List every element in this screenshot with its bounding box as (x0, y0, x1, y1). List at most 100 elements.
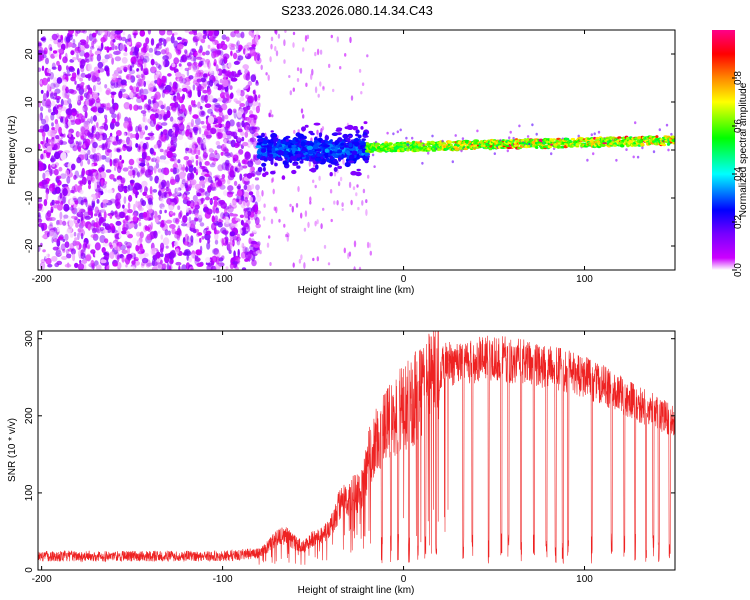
spectrogram-y-tick-label: 20 (24, 48, 35, 60)
spectrogram-cell (48, 43, 53, 51)
spectrogram-cell (87, 84, 91, 91)
spectrogram-cell (408, 142, 413, 145)
snr-y-tick-label: 100 (24, 484, 35, 501)
spectrogram-cell (195, 117, 201, 126)
spectrogram-cell (128, 194, 133, 202)
spectrogram-cell (262, 166, 266, 172)
spectrogram-cell (171, 241, 175, 248)
spectrogram-cell (136, 105, 140, 110)
spectrogram-cell (360, 91, 363, 95)
spectrogram-cell (170, 35, 175, 44)
spectrogram-cell (153, 230, 158, 239)
spectrogram-cell (289, 203, 292, 207)
spectrogram-cell (122, 31, 126, 36)
spectrogram-cell (76, 207, 82, 214)
spectrogram-cell (344, 161, 351, 168)
spectrogram-x-ticks: -200 -100 0 100 (32, 30, 593, 285)
spectrogram-cell (333, 200, 336, 205)
spectrogram-cell (358, 68, 362, 73)
spectrogram-cell (81, 167, 86, 177)
spectrogram-cell (215, 140, 221, 146)
spectrogram-cell (94, 82, 98, 92)
spectrogram-cell (316, 148, 322, 152)
spectrogram-cell (42, 249, 46, 253)
spectrogram-cell (245, 251, 252, 260)
spectrogram-cell (255, 30, 259, 36)
spectrogram-cell (139, 247, 144, 252)
spectrogram-cell (122, 204, 125, 209)
spectrogram-cell (468, 140, 472, 143)
spectrogram-cell (147, 98, 152, 105)
spectrogram-cell (278, 218, 281, 223)
spectrogram-cell (153, 93, 158, 101)
spectrogram-cell (190, 171, 194, 179)
spectrogram-cell (42, 124, 50, 133)
spectrogram-cell (71, 163, 76, 170)
spectrogram-cell (92, 106, 98, 113)
spectrogram-cell (652, 150, 656, 154)
spectrogram-cell (337, 181, 341, 187)
snr-x-tick-label: 100 (576, 574, 593, 585)
spectrogram-cell (92, 124, 96, 131)
spectrogram-cell (509, 130, 512, 134)
spectrogram-cell (193, 55, 197, 63)
spectrogram-cell (63, 100, 69, 106)
spectrogram-cell (123, 65, 130, 70)
spectrogram-cell (38, 162, 44, 172)
spectrogram-cell (221, 103, 228, 111)
spectrogram-cell (393, 143, 397, 147)
spectrogram-cell (148, 208, 153, 214)
spectrogram-cell (194, 257, 201, 262)
spectrogram-cell (564, 137, 570, 141)
spectrogram-cell (111, 120, 117, 124)
spectrogram-cell (198, 127, 202, 135)
spectrogram-cell (248, 191, 254, 196)
spectrogram-cell (103, 96, 108, 102)
spectrogram-cell (316, 153, 323, 157)
spectrogram-cell (161, 122, 168, 126)
spectrogram-cell (330, 34, 333, 39)
spectrogram-cell (38, 158, 41, 164)
spectrogram-cell (76, 113, 83, 119)
spectrogram-cell (208, 148, 214, 153)
spectrogram-cell (77, 227, 84, 233)
spectrogram-cell (192, 31, 196, 36)
spectrogram-cell (114, 210, 118, 218)
spectrogram-cell (232, 157, 236, 163)
spectrogram-cell (198, 49, 203, 54)
figure-title: S233.2026.080.14.34.C43 (281, 3, 433, 18)
spectrogram-cell (619, 144, 625, 148)
spectrogram-cell (270, 130, 274, 133)
spectrogram-cell (285, 138, 289, 142)
spectrogram-cell (640, 142, 645, 146)
spectrogram-cell (305, 82, 308, 88)
spectrogram-cell (144, 136, 151, 141)
spectrogram-cell (336, 36, 339, 43)
spectrogram-cell (531, 123, 534, 127)
spectrogram-cell (185, 205, 189, 211)
spectrogram-cell (40, 153, 44, 160)
spectrogram-cell (157, 125, 163, 129)
spectrogram-cell (187, 177, 193, 182)
spectrogram-cell (170, 253, 177, 258)
spectrogram-cell (312, 143, 320, 150)
spectrogram-cell (310, 132, 315, 136)
spectrogram-cell (39, 112, 43, 121)
spectrogram-cell (68, 103, 73, 109)
spectrogram-cell (241, 120, 245, 128)
spectrogram-cell (262, 145, 270, 148)
spectrogram-cell (63, 214, 69, 219)
spectrogram-cell (116, 30, 123, 34)
spectrogram-cell (160, 253, 164, 258)
spectrogram-cell (77, 146, 82, 152)
spectrogram-cell (135, 244, 140, 252)
spectrogram-cell (183, 191, 190, 195)
spectrogram-cell (173, 57, 180, 65)
spectrogram-cell (64, 233, 69, 241)
spectrogram-cell (115, 245, 122, 252)
spectrogram-cell (405, 136, 408, 140)
spectrogram-cell (121, 257, 125, 263)
spectrogram-cell (82, 243, 86, 252)
